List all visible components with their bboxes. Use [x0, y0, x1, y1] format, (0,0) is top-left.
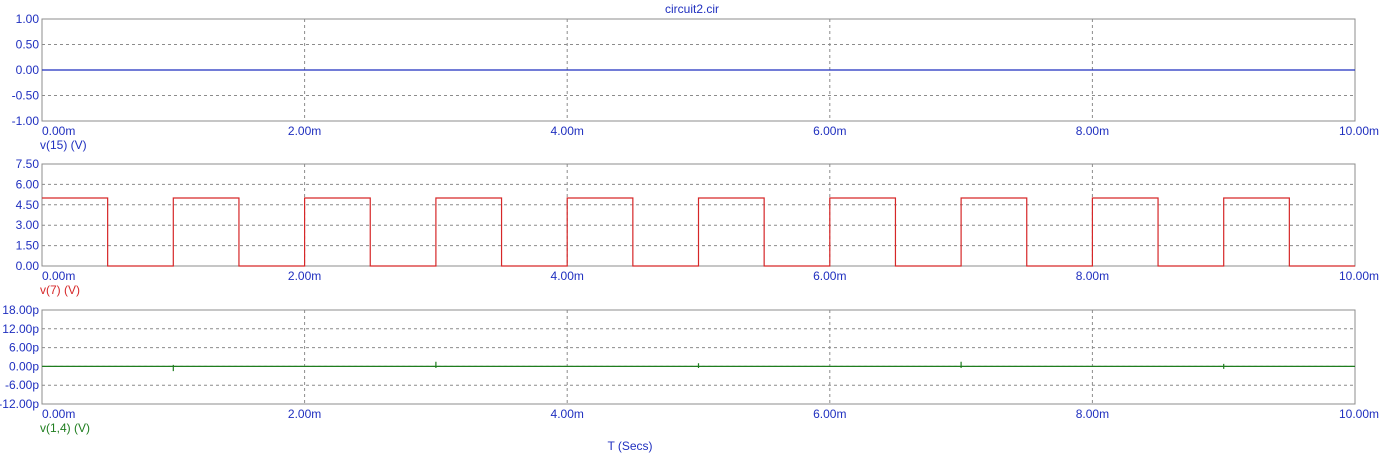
y-tick-label: -6.00p [5, 378, 39, 392]
plot-frame [41, 309, 1356, 405]
y-tick-label: 6.00 [16, 177, 40, 191]
x-tick-label: 4.00m [551, 269, 584, 283]
y-tick-label: 12.00p [2, 322, 39, 336]
series-legend-label: v(7) (V) [40, 283, 80, 297]
series-line [42, 361, 1355, 372]
series-line [42, 197, 1355, 267]
y-tick-label: 7.50 [16, 157, 40, 171]
y-tick-label: -12.00p [0, 397, 39, 411]
x-tick-label: 0.00m [42, 407, 75, 421]
y-tick-label: -0.50 [12, 89, 40, 103]
x-tick-label: 8.00m [1076, 269, 1109, 283]
series-legend-label: v(15) (V) [40, 138, 87, 152]
y-tick-label: 18.00p [2, 303, 39, 317]
panel-2: 7.50 6.00 4.50 3.00 1.50 0.000.00m 2.00m 4.00m 6… [16, 157, 1379, 297]
x-tick-label: 2.00m [288, 269, 321, 283]
y-tick-label: 1.50 [16, 239, 40, 253]
x-tick-label: 2.00m [288, 407, 321, 421]
series-legend-label: v(1,4) (V) [40, 421, 90, 435]
x-tick-label: 10.00m [1339, 124, 1379, 138]
x-tick-label: 8.00m [1076, 407, 1109, 421]
y-tick-label: 3.00 [16, 218, 40, 232]
x-tick-label: 2.00m [288, 124, 321, 138]
x-axis-label: T (Secs) [607, 439, 652, 453]
y-tick-label: 0.50 [16, 38, 40, 52]
y-tick-label: 4.50 [16, 198, 40, 212]
x-tick-label: 6.00m [813, 124, 846, 138]
panel-1: 1.00 0.50 0.00 -0.50 -1.000.00m 2.00m 4.00m 6.0… [12, 12, 1379, 152]
panel-3: 18.00p 12.00p 6.00p 0.00p -6.00p -12.00p0.00m… [0, 303, 1379, 435]
x-tick-label: 6.00m [813, 269, 846, 283]
x-tick-label: 10.00m [1339, 269, 1379, 283]
y-tick-label: 0.00 [16, 63, 40, 77]
x-tick-label: 4.00m [551, 124, 584, 138]
y-tick-label: 6.00p [9, 341, 39, 355]
y-tick-label: 1.00 [16, 12, 40, 26]
x-tick-label: 10.00m [1339, 407, 1379, 421]
x-tick-label: 6.00m [813, 407, 846, 421]
y-tick-label: 0.00 [16, 259, 40, 273]
chart-title: circuit2.cir [665, 2, 719, 16]
y-tick-label: -1.00 [12, 114, 40, 128]
x-tick-label: 4.00m [551, 407, 584, 421]
x-tick-label: 0.00m [42, 269, 75, 283]
x-tick-label: 8.00m [1076, 124, 1109, 138]
y-tick-label: 0.00p [9, 359, 39, 373]
plot-panels: 1.000.500.00-0.50-1.000.00m 2.00m 4.00m 6.0… [0, 12, 1379, 435]
x-tick-label: 0.00m [42, 124, 75, 138]
